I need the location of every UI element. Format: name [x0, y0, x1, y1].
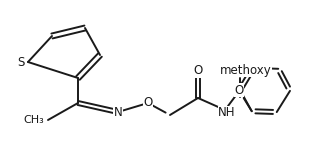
Text: methoxy: methoxy: [220, 64, 272, 77]
Text: O: O: [193, 65, 203, 77]
Text: O: O: [143, 97, 153, 109]
Text: NH: NH: [218, 106, 236, 119]
Text: O: O: [234, 84, 243, 97]
Text: CH₃: CH₃: [23, 115, 44, 125]
Text: N: N: [114, 106, 122, 119]
Text: S: S: [17, 56, 25, 68]
